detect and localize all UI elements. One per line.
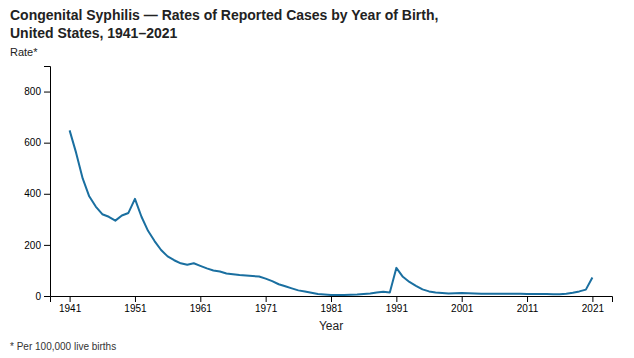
y-axis: 0 200 400 600 800 (24, 67, 50, 302)
x-tick: 2001 (451, 296, 474, 314)
plot: 1941 1951 1961 1971 1981 1991 2001 2011 2021 0 200… (10, 46, 613, 333)
y-tick: 800 (24, 86, 50, 97)
x-tick: 1971 (255, 296, 278, 314)
y-tick-mark (44, 296, 50, 297)
y-tick-label: 600 (24, 137, 41, 148)
x-tick: 1941 (59, 296, 82, 314)
x-tick: 2011 (517, 296, 539, 314)
x-tick-mark (527, 296, 528, 302)
subtitle: United States, 1941–2021 (10, 25, 178, 41)
y-tick-mark (44, 194, 50, 195)
x-tick-mark (200, 296, 201, 302)
x-tick-label: 1941 (59, 303, 82, 314)
x-tick-mark (135, 296, 136, 302)
x-tick-label: 2021 (582, 303, 605, 314)
y-tick-mark (44, 143, 50, 144)
y-tick: 400 (24, 188, 50, 199)
footnote: * Per 100,000 live births (10, 341, 116, 352)
y-tick: 0 (35, 291, 50, 302)
x-tick: 1991 (386, 296, 409, 314)
x-tick-label: 1991 (386, 303, 409, 314)
line (70, 130, 593, 295)
y-axis-title: Rate* (10, 46, 38, 58)
y-tick-label: 0 (35, 291, 41, 302)
x-tick-label: 1961 (190, 303, 213, 314)
x-tick-label: 1951 (124, 303, 147, 314)
y-tick: 600 (24, 137, 50, 148)
y-axis-line (44, 67, 51, 297)
x-tick-mark (396, 296, 397, 302)
y-tick-label: 400 (24, 188, 41, 199)
x-tick-mark (592, 296, 593, 302)
y-tick: 200 (24, 240, 50, 251)
x-tick: 1981 (320, 296, 343, 314)
x-axis: 1941 1951 1961 1971 1981 1991 2001 2011 2021 (51, 296, 613, 314)
x-tick: 2021 (582, 296, 605, 314)
y-tick-label: 200 (24, 240, 41, 251)
y-tick-label: 800 (24, 86, 41, 97)
x-tick-label: 1971 (255, 303, 278, 314)
x-tick-label: 2001 (451, 303, 474, 314)
x-tick: 1951 (124, 296, 147, 314)
x-tick-mark (266, 296, 267, 302)
x-tick-label: 1981 (320, 303, 343, 314)
x-tick-mark (331, 296, 332, 302)
x-tick-mark (70, 296, 71, 302)
x-tick-label: 2011 (517, 303, 539, 314)
y-tick-mark (44, 245, 50, 246)
x-axis-title: Year (319, 319, 343, 333)
marks (70, 130, 593, 295)
y-tick-mark (44, 92, 50, 93)
chart: Congenital Syphilis — Rates of Reported … (0, 0, 634, 358)
x-tick-mark (462, 296, 463, 302)
title: Congenital Syphilis — Rates of Reported … (10, 7, 438, 23)
x-axis-line (51, 297, 613, 303)
x-tick: 1961 (190, 296, 213, 314)
